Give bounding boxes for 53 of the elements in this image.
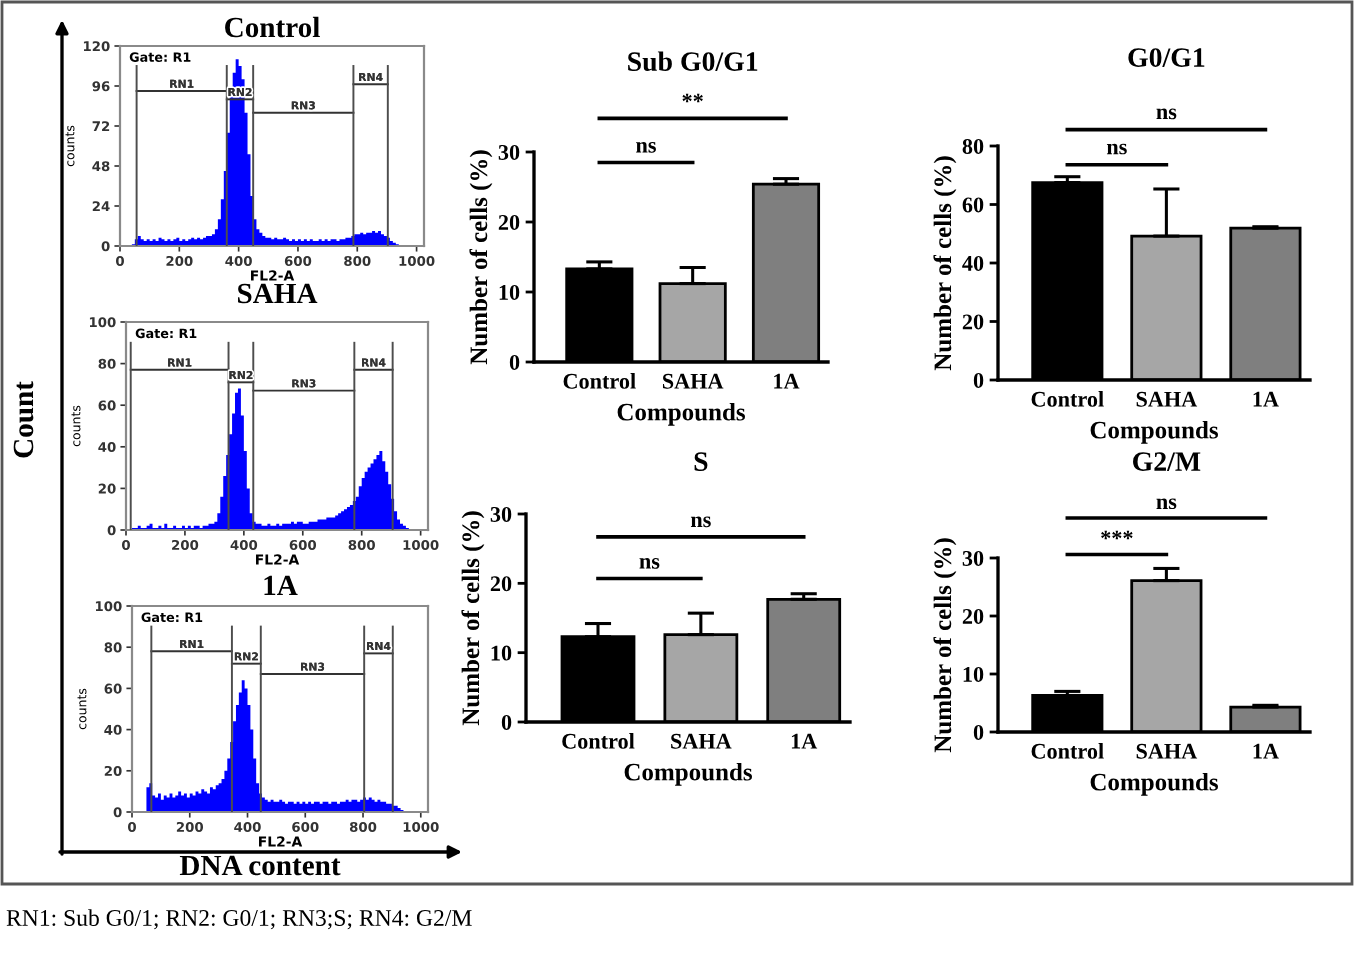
- y-axis-title: Number of cells (%): [469, 150, 493, 365]
- x-tick-label: 1A: [774, 373, 800, 389]
- text: Count: [13, 381, 34, 458]
- x-axis-title: Compounds: [1090, 420, 1218, 444]
- y-axis-title: Number of cells (%): [461, 511, 485, 726]
- text: ns: [1156, 108, 1177, 120]
- chart-title: SAHA: [238, 283, 318, 304]
- x-tick-label: SAHA: [662, 373, 724, 389]
- text: RN1: Sub G0/1; RN2: G0/1; RN3;S; RN4: G2/M: [6, 909, 472, 930]
- y-tick-label: 10: [963, 666, 984, 682]
- y-tick-label: 30: [490, 506, 512, 522]
- text: ***: [1101, 530, 1133, 540]
- annotation: ns: [1106, 143, 1127, 155]
- chart-title: Sub G0/G1: [628, 51, 758, 72]
- y-tick-label: 10: [491, 645, 512, 661]
- x-axis-title: Compounds: [624, 762, 752, 786]
- y-tick-label: 30: [498, 144, 520, 160]
- x-axis-title: Compounds: [1090, 772, 1218, 796]
- text: **: [682, 93, 703, 103]
- y-tick-label: 20: [962, 314, 984, 330]
- annotation: ns: [636, 142, 656, 153]
- y-axis-title: Number of cells (%): [933, 156, 957, 371]
- x-tick-label: Control: [1031, 743, 1104, 759]
- chart-title: 1A: [264, 575, 298, 596]
- x-tick-label: Control: [1031, 391, 1104, 407]
- x-tick-label: 1A: [1253, 391, 1279, 407]
- y-tick-label: 60: [962, 197, 984, 213]
- x-tick-label: Control: [563, 373, 636, 389]
- x-tick-label: Control: [562, 733, 635, 749]
- y-axis-title: Number of cells (%): [933, 538, 957, 753]
- x-tick-label: 1A: [1253, 743, 1279, 759]
- chart-title: Control: [225, 16, 320, 38]
- chart-title: G0/G1: [1128, 48, 1205, 67]
- y-tick-label: 30: [962, 550, 984, 566]
- y-tick-label: 0: [501, 714, 512, 730]
- x-tick-label: SAHA: [671, 733, 732, 749]
- annotation: ns: [639, 558, 660, 569]
- text: ns: [1156, 498, 1177, 510]
- y-tick-label: 40: [962, 255, 984, 271]
- x-tick-label: SAHA: [1136, 391, 1198, 407]
- y-tick-label: 20: [498, 214, 520, 230]
- chart-title: S: [694, 452, 708, 471]
- y-tick-label: 20: [490, 576, 512, 592]
- y-tick-label: 80: [962, 138, 984, 154]
- y-tick-label: 20: [962, 608, 984, 624]
- chart-title: G2/M: [1133, 452, 1201, 471]
- y-tick-label: 10: [499, 284, 520, 300]
- y-tick-label: 0: [509, 354, 520, 370]
- annotation: ns: [690, 516, 711, 528]
- x-tick-label: SAHA: [1136, 743, 1198, 759]
- text: DNA content: [179, 855, 341, 876]
- x-axis-title: Compounds: [617, 402, 745, 426]
- x-tick-label: 1A: [791, 733, 818, 749]
